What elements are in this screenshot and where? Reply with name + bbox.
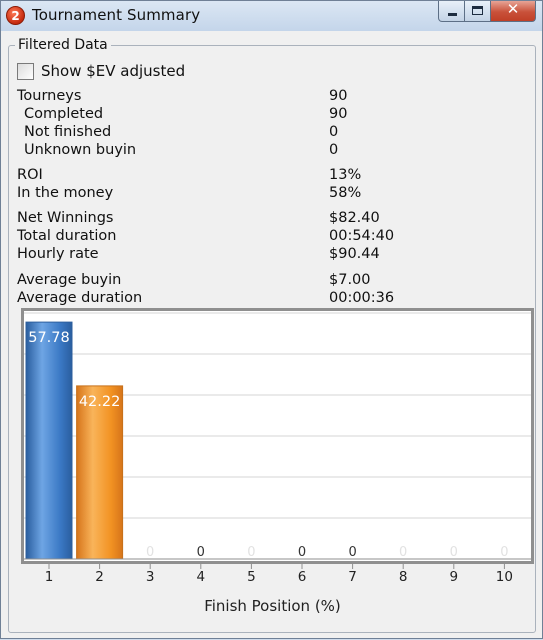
stat-value-average-duration: 00:00:36 (329, 290, 395, 306)
stat-label-net-winnings: Net Winnings (17, 210, 114, 226)
stat-label-tourneys: Tourneys (17, 88, 82, 104)
stat-value-total-duration: 00:54:40 (329, 228, 395, 244)
stat-value-roi: 13% (329, 167, 362, 183)
app-logo-icon: 2 (6, 6, 25, 25)
stat-label-unknown-buyin: Unknown buyin (24, 142, 137, 158)
stat-value-net-winnings: $82.40 (329, 210, 380, 226)
stat-value-unknown-buyin: 0 (329, 142, 339, 158)
stat-label-completed: Completed (24, 106, 104, 122)
stat-value-completed: 90 (329, 106, 348, 122)
chart-data-label-2: 42.22 (79, 394, 121, 410)
chart-x-tick-label-2: 2 (95, 569, 104, 585)
chart-data-label-8: 0 (399, 545, 407, 560)
ev-adjusted-checkbox[interactable] (17, 62, 34, 80)
chart-data-label-1: 57.78 (28, 330, 70, 346)
chart-x-tick-label-4: 4 (197, 569, 206, 585)
stat-label-average-duration: Average duration (17, 290, 143, 306)
chart-bar-1 (25, 321, 73, 560)
window-title: Tournament Summary (32, 6, 201, 24)
close-icon: ✕ (506, 0, 520, 18)
chart-data-label-7: 0 (348, 545, 356, 560)
stat-value-not-finished: 0 (329, 124, 339, 140)
chart-x-tick-label-9: 9 (450, 569, 459, 585)
chart-x-tick-label-6: 6 (298, 569, 307, 585)
chart-bar-2 (76, 385, 124, 560)
stat-label-roi: ROI (17, 167, 43, 183)
window-controls: ✕ (438, 0, 536, 22)
chart-x-tick-label-1: 1 (45, 569, 54, 585)
chart-data-label-5: 0 (247, 545, 255, 560)
minimize-button[interactable] (438, 1, 465, 22)
chart-x-tick-label-8: 8 (399, 569, 408, 585)
chart-data-label-6: 0 (298, 545, 306, 560)
stat-value-tourneys: 90 (329, 88, 348, 104)
chart-x-tick-label-7: 7 (348, 569, 357, 585)
ev-adjusted-label[interactable]: Show $EV adjusted (41, 62, 186, 80)
stat-value-hourly-rate: $90.44 (329, 246, 380, 262)
maximize-icon (472, 6, 483, 15)
stat-label-average-buyin: Average buyin (17, 272, 122, 288)
stat-label-not-finished: Not finished (24, 124, 112, 140)
chart-data-label-10: 0 (500, 545, 508, 560)
chart-x-tick-label-3: 3 (146, 569, 155, 585)
maximize-button[interactable] (465, 1, 491, 22)
chart-x-tick-label-10: 10 (496, 569, 513, 585)
filtered-data-group (8, 45, 536, 633)
close-button[interactable]: ✕ (491, 0, 536, 22)
stat-value-itm: 58% (329, 185, 362, 201)
chart-x-axis-title: Finish Position (%) (204, 597, 341, 615)
stat-label-total-duration: Total duration (17, 228, 117, 244)
filtered-data-legend: Filtered Data (15, 37, 111, 53)
ev-adjusted-row[interactable]: Show $EV adjusted (17, 61, 185, 81)
minimize-icon (448, 13, 457, 16)
chart-x-tick-label-5: 5 (247, 569, 256, 585)
chart-data-label-4: 0 (197, 545, 205, 560)
stat-label-itm: In the money (17, 185, 114, 201)
chart-data-label-3: 0 (146, 545, 154, 560)
stat-label-hourly-rate: Hourly rate (17, 246, 99, 262)
title-bar[interactable]: 2 Tournament Summary ✕ (1, 0, 542, 31)
stat-value-average-buyin: $7.00 (329, 272, 371, 288)
chart-data-label-9: 0 (450, 545, 458, 560)
